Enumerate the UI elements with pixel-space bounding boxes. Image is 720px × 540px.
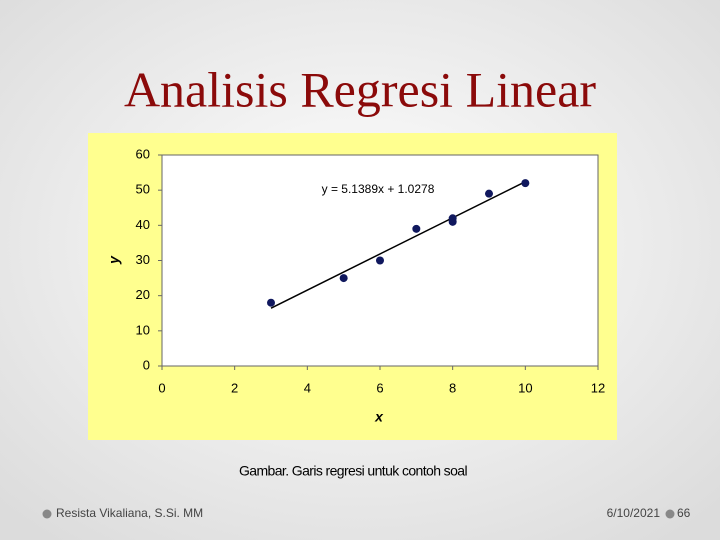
slide-title: Analisis Regresi Linear (124, 61, 596, 117)
data-point (412, 224, 421, 233)
data-point (267, 298, 275, 307)
x-tick-label: 0 (158, 380, 165, 395)
y-tick-label: 50 (136, 182, 150, 197)
regression-line (270, 180, 526, 309)
data-point (339, 274, 348, 283)
x-axis-label: x (374, 409, 384, 425)
bullet (42, 509, 52, 519)
x-tick-label: 4 (304, 380, 311, 395)
y-tick-label: 20 (136, 287, 150, 302)
x-tick-label: 10 (518, 380, 532, 395)
y-tick-label: 40 (136, 217, 150, 232)
page-number: 66 (677, 506, 691, 520)
footer-author: Resista Vikaliana, S.Si. MM (56, 506, 203, 520)
bullet (665, 509, 675, 519)
data-point (376, 256, 384, 265)
x-tick-label: 12 (591, 380, 605, 395)
y-tick-label: 10 (136, 322, 150, 337)
x-tick-label: 2 (231, 380, 238, 395)
y-axis-label: y (106, 255, 122, 265)
y-tick-label: 30 (136, 252, 150, 267)
data-point (448, 214, 457, 223)
regression-equation: y = 5.1389x + 1.0278 (322, 182, 435, 196)
y-tick-label: 0 (143, 357, 150, 372)
data-point (521, 179, 530, 188)
caption: Gambar. Garis regresi untuk contoh soal (239, 463, 467, 479)
footer-date: 6/10/2021 (607, 506, 661, 520)
data-point (485, 189, 493, 198)
y-tick-label: 60 (136, 146, 150, 161)
x-tick-label: 8 (449, 380, 456, 395)
x-tick-label: 6 (376, 380, 383, 395)
